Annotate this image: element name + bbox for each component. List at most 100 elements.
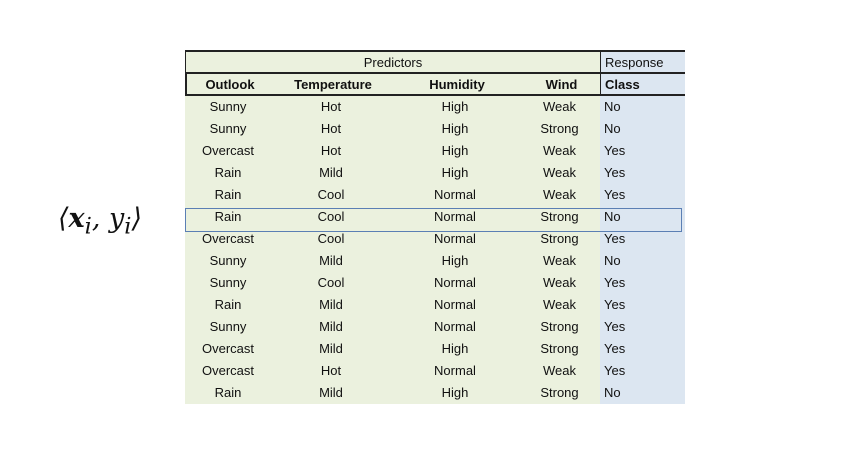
cell-temperature: Hot: [320, 363, 342, 378]
cell-humidity: High: [441, 121, 469, 136]
column-header-outlook: Outlook: [205, 77, 255, 92]
column-header-wind: Wind: [545, 77, 578, 92]
cell-class: No: [600, 250, 685, 272]
cell-temperature: Mild: [319, 385, 343, 400]
cell-wind: Weak: [543, 275, 576, 290]
angle-open: ⟨: [58, 203, 69, 234]
cell-humidity: Normal: [434, 363, 476, 378]
data-table: Predictors Response Outlook Temperature …: [185, 50, 685, 404]
cell-outlook: Overcast: [201, 231, 254, 246]
column-header-temperature: Temperature: [294, 77, 372, 92]
cell-wind: Weak: [543, 187, 576, 202]
cell-wind: Strong: [540, 385, 579, 400]
cell-temperature: Mild: [319, 319, 343, 334]
cell-temperature: Mild: [319, 341, 343, 356]
y-symbol: y: [109, 203, 125, 234]
y-subscript: i: [124, 213, 132, 240]
column-header-row: Outlook Temperature Humidity Wind Class: [185, 72, 685, 96]
cell-humidity: High: [441, 253, 469, 268]
table-row: Overcast Hot High Weak Yes: [185, 140, 685, 162]
cell-wind: Weak: [543, 363, 576, 378]
cell-class: Yes: [600, 162, 685, 184]
cell-humidity: High: [441, 143, 469, 158]
angle-close: ⟩: [131, 203, 143, 234]
cell-wind: Strong: [540, 341, 579, 356]
cell-class: Yes: [600, 140, 685, 162]
cell-outlook: Rain: [214, 165, 242, 180]
tuple-formula: ⟨xi, yi⟩: [58, 203, 142, 239]
x-symbol: x: [68, 203, 85, 234]
cell-class: Yes: [600, 272, 685, 294]
cell-humidity: High: [441, 341, 469, 356]
cell-wind: Strong: [540, 209, 579, 224]
cell-wind: Weak: [543, 253, 576, 268]
cell-temperature: Cool: [317, 231, 345, 246]
table-row: Rain Mild High Strong No: [185, 382, 685, 404]
cell-wind: Weak: [543, 297, 576, 312]
predictors-header: Predictors: [186, 52, 601, 72]
cell-outlook: Sunny: [209, 275, 247, 290]
cell-class: Yes: [600, 338, 685, 360]
cell-outlook: Sunny: [209, 253, 247, 268]
column-header-class: Class: [600, 74, 685, 94]
cell-outlook: Rain: [214, 209, 242, 224]
table-row: Overcast Cool Normal Strong Yes: [185, 228, 685, 250]
cell-outlook: Sunny: [209, 319, 247, 334]
cell-humidity: Normal: [434, 297, 476, 312]
cell-outlook: Overcast: [201, 143, 254, 158]
cell-wind: Strong: [540, 121, 579, 136]
cell-humidity: Normal: [434, 275, 476, 290]
x-subscript: i: [84, 213, 92, 240]
cell-humidity: Normal: [434, 187, 476, 202]
table-row: Sunny Hot High Weak No: [185, 96, 685, 118]
cell-class: Yes: [600, 316, 685, 338]
cell-temperature: Mild: [319, 253, 343, 268]
table-row: Sunny Mild Normal Strong Yes: [185, 316, 685, 338]
cell-class: No: [600, 206, 685, 228]
cell-wind: Strong: [540, 319, 579, 334]
cell-temperature: Cool: [317, 187, 345, 202]
cell-outlook: Sunny: [209, 121, 247, 136]
cell-wind: Weak: [543, 143, 576, 158]
cell-class: Yes: [600, 228, 685, 250]
cell-class: Yes: [600, 184, 685, 206]
cell-outlook: Rain: [214, 187, 242, 202]
cell-temperature: Hot: [320, 143, 342, 158]
cell-wind: Strong: [540, 231, 579, 246]
cell-class: Yes: [600, 294, 685, 316]
cell-humidity: Normal: [434, 209, 476, 224]
cell-humidity: Normal: [434, 319, 476, 334]
response-header: Response: [601, 52, 685, 72]
table-row: Sunny Cool Normal Weak Yes: [185, 272, 685, 294]
group-header-row: Predictors Response: [185, 50, 685, 72]
column-header-humidity: Humidity: [429, 77, 485, 92]
table-row: Sunny Mild High Weak No: [185, 250, 685, 272]
cell-temperature: Mild: [319, 165, 343, 180]
table-body: Sunny Hot High Weak No Sunny Hot High Strong No Ov…: [185, 96, 685, 404]
cell-temperature: Cool: [317, 275, 345, 290]
cell-class: No: [600, 96, 685, 118]
comma: ,: [91, 203, 110, 234]
table-row: Rain Mild Normal Weak Yes: [185, 294, 685, 316]
cell-humidity: Normal: [434, 231, 476, 246]
cell-class: No: [600, 382, 685, 404]
cell-class: Yes: [600, 360, 685, 382]
cell-outlook: Sunny: [209, 99, 247, 114]
cell-wind: Weak: [543, 99, 576, 114]
cell-outlook: Overcast: [201, 363, 254, 378]
cell-class: No: [600, 118, 685, 140]
cell-wind: Weak: [543, 165, 576, 180]
cell-humidity: High: [441, 99, 469, 114]
cell-humidity: High: [441, 165, 469, 180]
cell-temperature: Hot: [320, 99, 342, 114]
cell-temperature: Cool: [317, 209, 345, 224]
cell-outlook: Overcast: [201, 341, 254, 356]
table-row: Overcast Hot Normal Weak Yes: [185, 360, 685, 382]
cell-outlook: Rain: [214, 297, 242, 312]
table-row: Sunny Hot High Strong No: [185, 118, 685, 140]
cell-humidity: High: [441, 385, 469, 400]
table-row-highlighted: Rain Cool Normal Strong No: [185, 206, 685, 228]
cell-outlook: Rain: [214, 385, 242, 400]
table-row: Overcast Mild High Strong Yes: [185, 338, 685, 360]
cell-temperature: Mild: [319, 297, 343, 312]
